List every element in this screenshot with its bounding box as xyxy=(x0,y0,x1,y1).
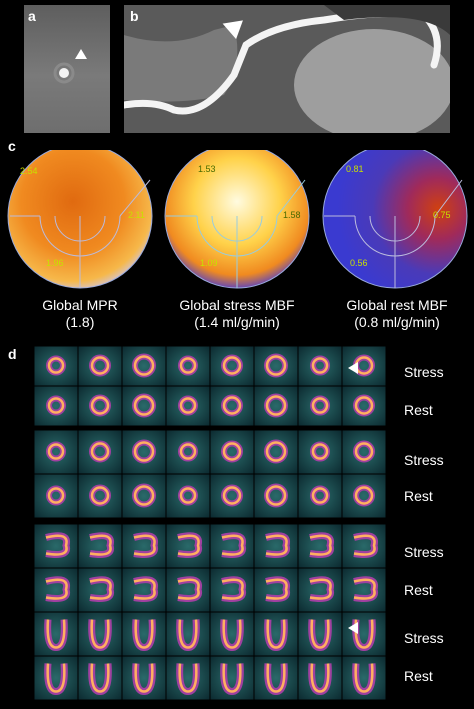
spect-slice xyxy=(34,474,78,518)
spect-slice xyxy=(254,656,298,700)
spect-slice xyxy=(210,656,254,700)
spect-slice xyxy=(210,430,254,474)
spect-slice xyxy=(78,386,122,426)
spect-slice xyxy=(298,524,342,568)
spect-slice xyxy=(210,612,254,656)
caption-stress: Global stress MBF (1.4 ml/g/min) xyxy=(179,297,295,330)
spect-slice xyxy=(78,656,122,700)
spect-slice xyxy=(166,346,210,386)
spect-slice xyxy=(166,430,210,474)
spect-slice xyxy=(342,474,386,518)
spect-slice xyxy=(210,386,254,426)
spect-slice xyxy=(210,346,254,386)
spect-slice xyxy=(122,346,166,386)
spect-slice xyxy=(122,524,166,568)
polar-value: 1.09 xyxy=(200,258,218,268)
spect-slice xyxy=(298,656,342,700)
polar-value: 1.58 xyxy=(283,210,301,220)
spect-slice xyxy=(342,568,386,612)
spect-slice xyxy=(78,474,122,518)
panel-letter-d: d xyxy=(8,346,17,362)
spect-slice xyxy=(254,386,298,426)
row-label-stress: Stress xyxy=(404,630,444,646)
spect-slice xyxy=(254,346,298,386)
polar-map-stress xyxy=(164,150,310,289)
ct-cross-section-image xyxy=(24,5,110,133)
spect-slice xyxy=(254,430,298,474)
spect-slice xyxy=(78,612,122,656)
spect-slice xyxy=(34,656,78,700)
spect-slice xyxy=(298,430,342,474)
spect-slice xyxy=(342,386,386,426)
spect-slice xyxy=(122,612,166,656)
polar-value: 0.56 xyxy=(350,258,368,268)
spect-slice xyxy=(34,346,78,386)
polar-maps: 2.54 2.11 1.96 1.53 1.58 1.09 0.81 0.75 … xyxy=(7,150,468,289)
panel-letter-b: b xyxy=(130,8,139,24)
spect-slice xyxy=(298,568,342,612)
arrowhead-marker-a xyxy=(75,49,87,59)
arrowhead-marker-d xyxy=(348,622,358,634)
spect-slice xyxy=(122,568,166,612)
spect-slice xyxy=(34,568,78,612)
polar-value: 0.75 xyxy=(433,210,451,220)
caption-rest: Global rest MBF (0.8 ml/g/min) xyxy=(346,297,448,330)
spect-slice xyxy=(342,430,386,474)
spect-slice xyxy=(210,568,254,612)
spect-slice xyxy=(254,612,298,656)
spect-slice xyxy=(342,656,386,700)
spect-slice xyxy=(298,474,342,518)
spect-slice-grid xyxy=(34,346,386,700)
polar-value: 2.11 xyxy=(128,210,145,220)
row-label-stress: Stress xyxy=(404,544,444,560)
row-label-rest: Rest xyxy=(404,402,433,418)
polar-value: 2.54 xyxy=(20,166,38,176)
panel-letter-a: a xyxy=(28,8,36,24)
row-label-rest: Rest xyxy=(404,488,433,504)
spect-slice xyxy=(342,524,386,568)
polar-value: 1.53 xyxy=(198,164,216,174)
panel-letter-c: c xyxy=(8,138,16,154)
spect-slice xyxy=(166,386,210,426)
spect-slice xyxy=(166,474,210,518)
spect-slice xyxy=(254,474,298,518)
spect-slice xyxy=(122,430,166,474)
arrowhead-marker-d xyxy=(348,362,358,374)
row-label-rest: Rest xyxy=(404,668,433,684)
arrowhead-marker-b xyxy=(222,20,243,40)
spect-slice xyxy=(166,524,210,568)
spect-slice xyxy=(298,386,342,426)
spect-slice xyxy=(122,656,166,700)
spect-slice xyxy=(34,386,78,426)
polar-value: 0.81 xyxy=(346,164,364,174)
ct-curved-vessel-image xyxy=(124,5,450,133)
spect-slice xyxy=(122,386,166,426)
spect-slice xyxy=(34,430,78,474)
polar-value: 1.96 xyxy=(46,258,64,268)
row-label-stress: Stress xyxy=(404,452,444,468)
spect-slice xyxy=(342,612,386,656)
spect-slice xyxy=(34,524,78,568)
polar-map-mpr xyxy=(7,150,153,289)
spect-slice xyxy=(298,346,342,386)
spect-slice xyxy=(122,474,166,518)
row-label-stress: Stress xyxy=(404,364,444,380)
spect-slice xyxy=(34,612,78,656)
spect-slice xyxy=(298,612,342,656)
spect-slice xyxy=(78,524,122,568)
spect-slice xyxy=(210,524,254,568)
spect-slice xyxy=(78,346,122,386)
polar-map-rest xyxy=(322,150,468,289)
spect-slice xyxy=(78,568,122,612)
spect-slice xyxy=(78,430,122,474)
spect-slice xyxy=(254,524,298,568)
spect-slice xyxy=(166,656,210,700)
spect-slice xyxy=(342,346,386,386)
caption-mpr: Global MPR (1.8) xyxy=(42,297,118,330)
row-label-rest: Rest xyxy=(404,582,433,598)
spect-slice xyxy=(254,568,298,612)
spect-slice xyxy=(166,568,210,612)
spect-slice xyxy=(210,474,254,518)
spect-slice xyxy=(166,612,210,656)
